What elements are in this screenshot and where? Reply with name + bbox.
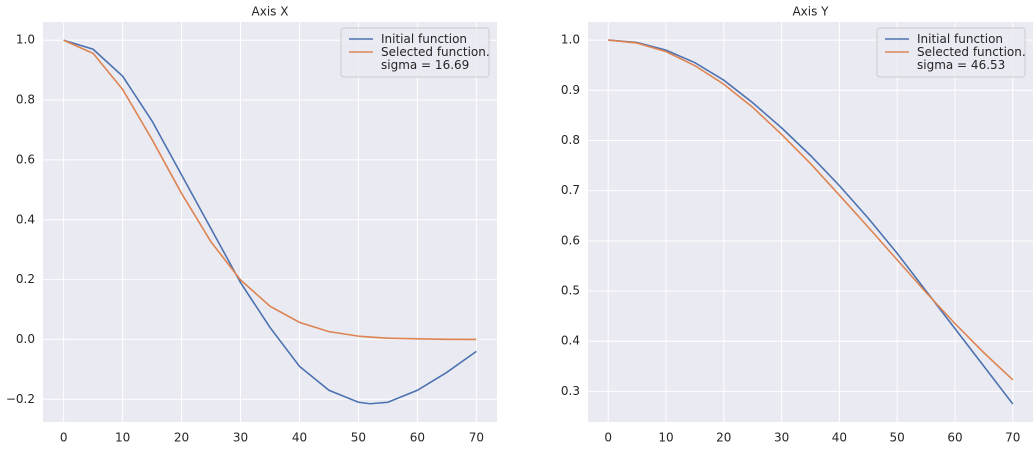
legend-label: Initial function [917,32,1003,46]
y-tick-label: 0.6 [561,233,580,247]
x-tick-label: 60 [410,431,425,445]
y-tick-label: 0.6 [16,152,35,166]
data-line [63,39,477,341]
x-tick-label: 20 [174,431,189,445]
y-tick-label: −0.2 [6,392,35,406]
y-tick-label: 0.8 [561,133,580,147]
x-tick-label: 70 [1005,431,1020,445]
legend-box [340,27,490,78]
x-tick-label: 10 [115,431,130,445]
x-tick-label: 30 [774,431,789,445]
y-tick-label: 0.8 [16,93,35,107]
legend-label: Selected function. sigma = 16.69 [381,45,490,72]
y-tick-label: 0.5 [561,284,580,298]
y-tick-label: 0.2 [16,272,35,286]
x-tick-label: 20 [716,431,731,445]
legend-box [876,27,1026,78]
y-tick-label: 0.4 [561,334,580,348]
data-line [608,39,1014,405]
x-tick-label: 50 [351,431,366,445]
data-line [608,39,1014,381]
x-tick-label: 40 [292,431,307,445]
x-tick-label: 0 [60,431,68,445]
y-tick-label: 0.7 [561,183,580,197]
x-tick-label: 30 [233,431,248,445]
x-tick-label: 70 [469,431,484,445]
y-tick-label: 0.0 [16,332,35,346]
data-line [63,39,477,405]
y-tick-label: 0.3 [561,384,580,398]
legend-label: Initial function [381,32,467,46]
x-tick-label: 40 [832,431,847,445]
y-tick-label: 0.9 [561,83,580,97]
plot-area [43,22,497,422]
y-tick-label: 1.0 [561,33,580,47]
x-tick-label: 50 [890,431,905,445]
legend-label: Selected function. sigma = 46.53 [917,45,1026,72]
chart-title: Axis X [252,5,289,19]
plot-area [588,22,1033,422]
x-tick-label: 60 [947,431,962,445]
x-tick-label: 10 [658,431,673,445]
chart-title: Axis Y [792,5,829,19]
x-tick-label: 0 [604,431,612,445]
y-tick-label: 1.0 [16,33,35,47]
y-tick-label: 0.4 [16,212,35,226]
